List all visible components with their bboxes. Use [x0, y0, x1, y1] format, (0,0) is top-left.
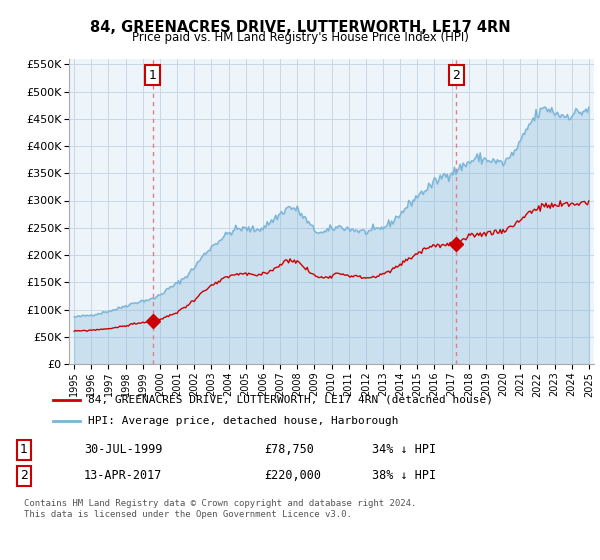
Text: 1: 1: [149, 69, 157, 82]
Text: Contains HM Land Registry data © Crown copyright and database right 2024.: Contains HM Land Registry data © Crown c…: [24, 499, 416, 508]
Text: £220,000: £220,000: [264, 469, 321, 482]
Text: 1: 1: [20, 443, 28, 456]
Text: £78,750: £78,750: [264, 443, 314, 456]
Text: 2: 2: [20, 469, 28, 482]
Text: HPI: Average price, detached house, Harborough: HPI: Average price, detached house, Harb…: [88, 416, 399, 426]
Text: 38% ↓ HPI: 38% ↓ HPI: [372, 469, 436, 482]
Text: 2: 2: [452, 69, 460, 82]
Text: This data is licensed under the Open Government Licence v3.0.: This data is licensed under the Open Gov…: [24, 510, 352, 519]
Text: 84, GREENACRES DRIVE, LUTTERWORTH, LE17 4RN: 84, GREENACRES DRIVE, LUTTERWORTH, LE17 …: [89, 20, 511, 35]
Text: 30-JUL-1999: 30-JUL-1999: [84, 443, 163, 456]
Text: 84, GREENACRES DRIVE, LUTTERWORTH, LE17 4RN (detached house): 84, GREENACRES DRIVE, LUTTERWORTH, LE17 …: [88, 395, 493, 405]
Text: Price paid vs. HM Land Registry's House Price Index (HPI): Price paid vs. HM Land Registry's House …: [131, 31, 469, 44]
Text: 13-APR-2017: 13-APR-2017: [84, 469, 163, 482]
Text: 34% ↓ HPI: 34% ↓ HPI: [372, 443, 436, 456]
